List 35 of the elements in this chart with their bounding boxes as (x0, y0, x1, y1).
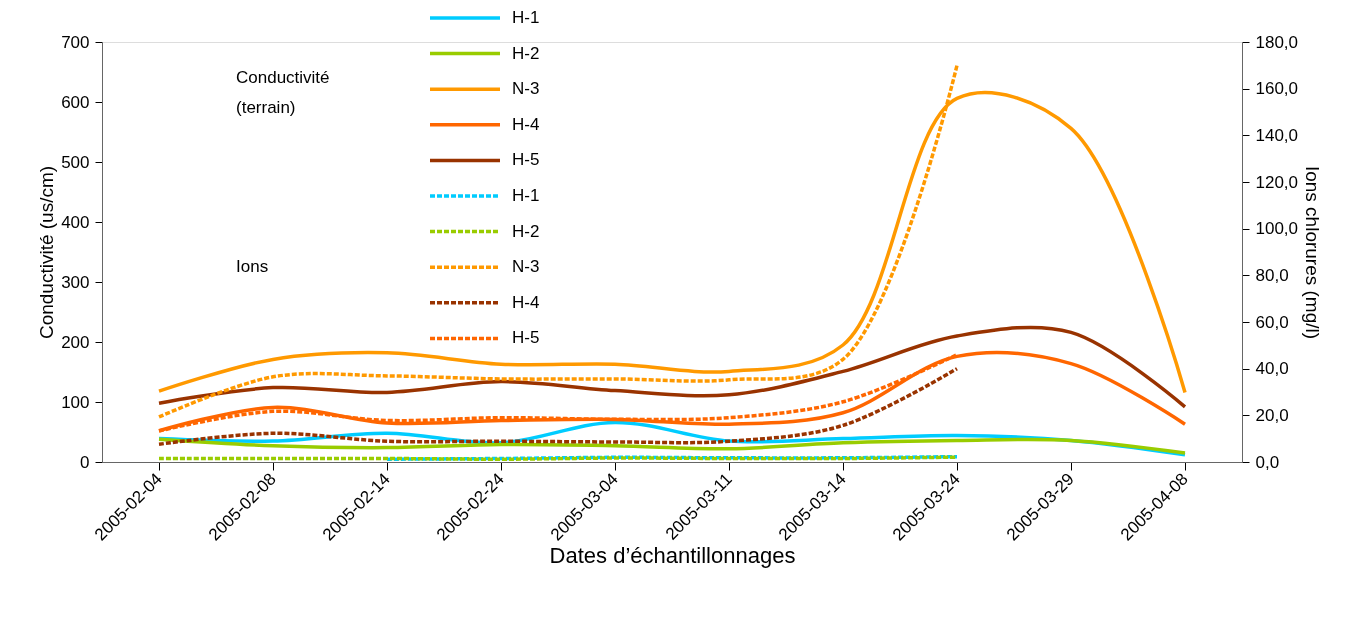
y2-tick-label: 60,0 (1255, 312, 1289, 332)
annotation: Ions (236, 257, 269, 277)
legend-label: H-2 (512, 43, 540, 63)
y-tick-label: 200 (61, 332, 90, 352)
y-tick-label: 500 (61, 152, 90, 172)
y2-tick-label: 160,0 (1255, 79, 1299, 99)
y-tick-label: 100 (61, 392, 90, 412)
y2-tick-label: 140,0 (1255, 125, 1299, 145)
y2-tick-label: 40,0 (1255, 359, 1289, 379)
annotation: Conductivité (terrain) (236, 68, 330, 118)
legend-label: H-5 (512, 328, 540, 348)
x-axis-title: Dates d’échantillonnages (549, 542, 796, 568)
y-tick-label: 300 (61, 272, 90, 292)
legend-label: H-2 (512, 221, 540, 241)
y2-tick-label: 0,0 (1255, 452, 1280, 472)
y2-tick-label: 80,0 (1255, 265, 1289, 285)
legend-label: N-3 (512, 257, 540, 277)
y2-tick-label: 20,0 (1255, 405, 1289, 425)
y2-tick-label: 180,0 (1255, 32, 1299, 52)
y-tick-label: 0 (80, 452, 90, 472)
legend-label: H-4 (512, 292, 540, 312)
legend-label: N-3 (512, 79, 540, 99)
y-tick-label: 700 (61, 32, 90, 52)
y2-tick-label: 120,0 (1255, 172, 1299, 192)
legend-label: H-5 (512, 150, 540, 170)
y-tick-label: 400 (61, 212, 90, 232)
y-tick-label: 600 (61, 92, 90, 112)
y-axis-title: Conductivité (us/cm) (36, 165, 58, 340)
legend-label: H-4 (512, 114, 540, 134)
y2-axis-title: Ions chlorures (mg/l) (1302, 165, 1324, 340)
line-series (157, 437, 1187, 455)
legend-label: H-1 (512, 186, 540, 205)
y2-tick-label: 100,0 (1255, 219, 1299, 239)
legend-label: H-1 (512, 8, 540, 27)
line-series (157, 366, 959, 447)
